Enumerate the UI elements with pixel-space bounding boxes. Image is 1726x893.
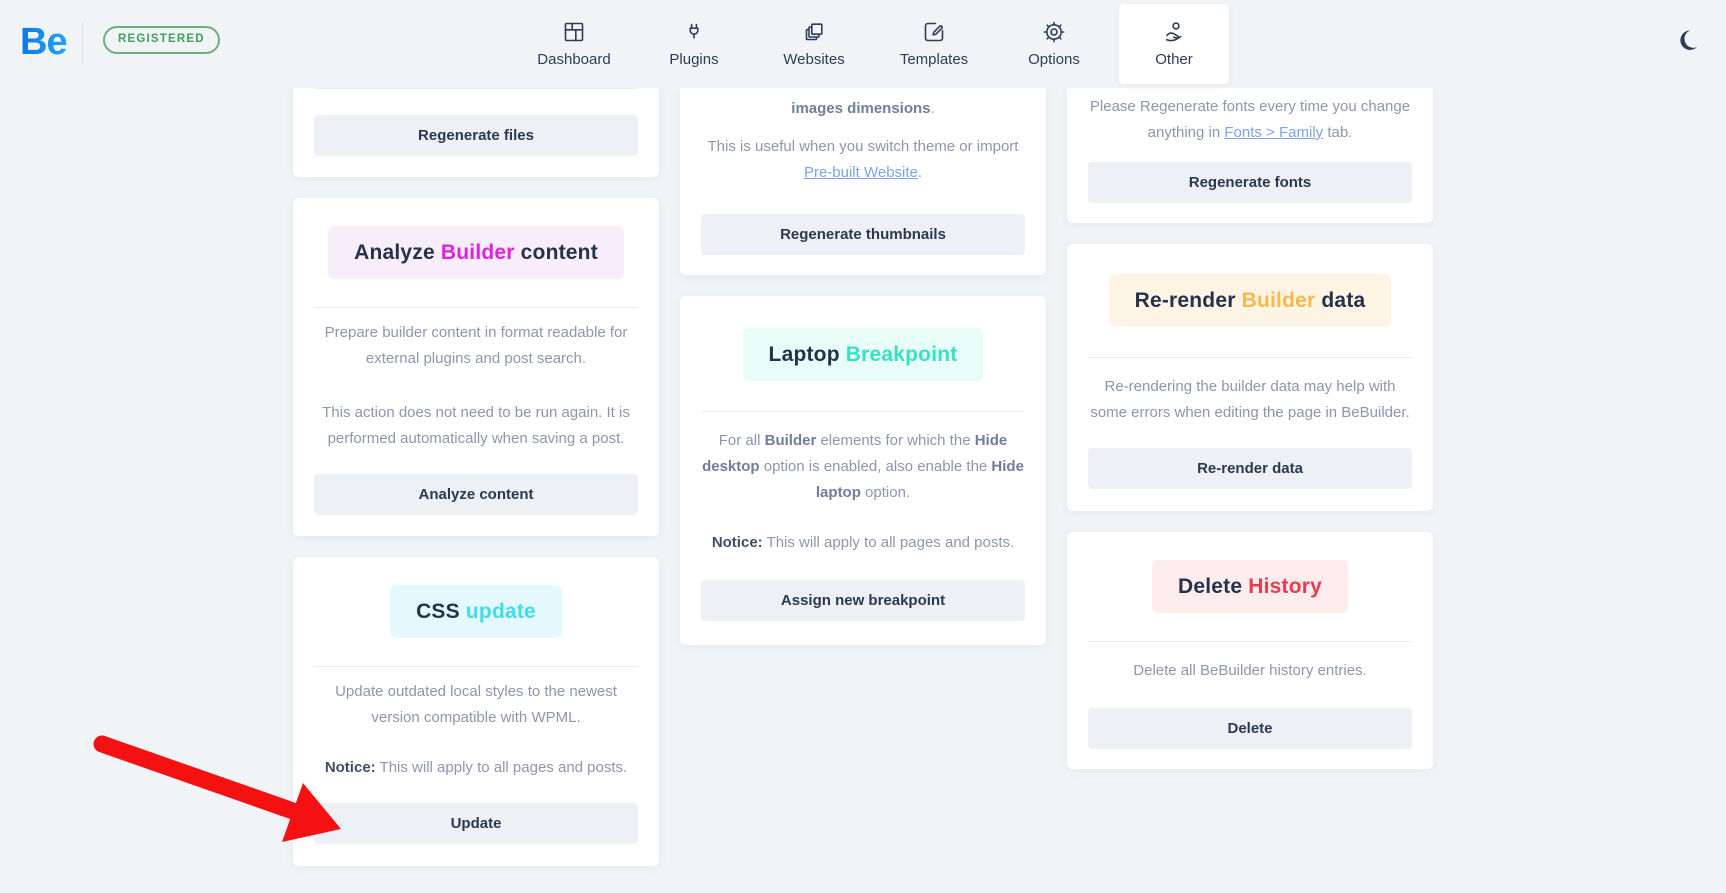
dashboard-icon [564,22,584,42]
column-2: images dimensions. This is useful when y… [680,88,1046,887]
analyze-content-button[interactable]: Analyze content [314,474,638,515]
be-logo[interactable]: Be [20,18,68,66]
rerender-data-button[interactable]: Re-render data [1088,448,1412,489]
fonts-family-link[interactable]: Fonts > Family [1224,124,1324,141]
title-accent: update [465,600,536,623]
regenerate-fonts-card: Please Regenerate fonts every time you c… [1067,88,1433,223]
title-text: CSS [416,600,466,623]
tab-label: Templates [899,51,969,68]
text: . [917,164,923,181]
title-text: Analyze [354,241,441,264]
plug-icon [689,23,699,39]
main-nav: Dashboard Plugins Websites Te [519,4,1229,84]
card-description: Please Regenerate fonts every time you c… [1088,94,1412,146]
assign-new-breakpoint-button[interactable]: Assign new breakpoint [701,580,1025,621]
header-divider [82,22,83,64]
edit-page-icon [924,22,944,42]
text: option is enabled, also enable the [759,458,992,475]
tab-label: Plugins [669,51,719,68]
notice-label: Notice: [711,534,763,551]
notice-text: This will apply to all pages and posts. [375,759,628,776]
card-divider [314,88,638,89]
cards-grid: Regenerate files Analyze Builder content… [293,88,1433,887]
bold-text: images dimensions [791,100,931,117]
card-divider [314,307,638,308]
card-notice: Notice: This will apply to all pages and… [701,530,1025,556]
tab-dashboard[interactable]: Dashboard [519,4,629,84]
card-notice: Notice: This will apply to all pages and… [314,755,638,781]
tab-other[interactable]: Other [1119,4,1229,84]
tab-plugins[interactable]: Plugins [639,4,749,84]
prebuilt-website-link[interactable]: Pre-built Website [803,164,918,181]
card-divider [1088,641,1412,642]
tab-label: Websites [783,51,845,68]
regenerate-files-button[interactable]: Regenerate files [314,115,638,156]
card-title-analyze-builder-content: Analyze Builder content [328,226,624,279]
hand-care-icon [1165,22,1182,42]
tab-label: Other [1155,51,1193,68]
analyze-builder-content-card: Analyze Builder content Prepare builder … [293,198,659,536]
title-text: data [1315,289,1366,312]
regenerate-thumbnails-button[interactable]: Regenerate thumbnails [701,214,1025,255]
text: tab. [1323,124,1353,141]
title-text: content [514,241,598,264]
tab-label: Dashboard [537,51,611,68]
card-title-laptop-breakpoint: Laptop Breakpoint [742,328,984,381]
card-description: images dimensions. [701,96,1025,122]
tab-options[interactable]: Options [999,4,1109,84]
text: elements for which the [816,432,975,449]
moon-icon[interactable] [1674,27,1700,53]
card-divider [701,411,1025,412]
notice-label: Notice: [324,759,376,776]
title-text: Re-render [1134,289,1242,312]
card-title-css-update: CSS update [390,585,562,638]
title-text: Delete [1177,575,1249,598]
title-accent: History [1248,575,1323,598]
title-text: Laptop [768,343,846,366]
regenerate-files-card: Regenerate files [293,88,659,177]
title-accent: Breakpoint [845,343,958,366]
stacked-pages-icon [805,23,823,41]
card-title-rerender-builder-data: Re-render Builder data [1108,274,1392,327]
card-description: Update outdated local styles to the newe… [335,683,617,726]
tab-templates[interactable]: Templates [879,4,989,84]
notice-text: This will apply to all pages and posts. [762,534,1015,551]
text: Please Regenerate fonts every time you c… [1089,98,1411,141]
card-description: This is useful when you switch theme or … [701,134,1025,186]
css-update-card: CSS update Update outdated local styles … [293,557,659,866]
column-1: Regenerate files Analyze Builder content… [293,88,659,887]
tab-websites[interactable]: Websites [759,4,869,84]
tab-label: Options [1028,51,1080,68]
delete-button[interactable]: Delete [1088,708,1412,749]
text: . [930,100,935,117]
text: option. [860,484,911,501]
css-update-button[interactable]: Update [314,803,638,844]
delete-history-card: Delete History Delete all BeBuilder hist… [1067,532,1433,769]
registered-badge: REGISTERED [103,26,220,54]
card-divider [1088,357,1412,358]
text: For all [718,432,765,449]
card-description: Prepare builder content in format readab… [324,324,628,367]
title-accent: Builder [1241,289,1316,312]
regenerate-fonts-button[interactable]: Regenerate fonts [1088,162,1412,203]
card-description: For all Builder elements for which the H… [701,428,1025,506]
rerender-builder-data-card: Re-render Builder data Re-rendering the … [1067,244,1433,511]
gear-icon [1043,21,1065,43]
card-divider [314,666,638,667]
card-description: Re-rendering the builder data may help w… [1090,378,1410,421]
laptop-breakpoint-card: Laptop Breakpoint For all Builder elemen… [680,296,1046,645]
bold-text: Hide laptop [815,458,1024,501]
regenerate-thumbnails-card: images dimensions. This is useful when y… [680,88,1046,275]
top-bar: Be REGISTERED Dashboard Plugins [0,0,1726,88]
bold-text: Builder [764,432,817,449]
bold-text: Hide desktop [702,432,1008,475]
card-title-delete-history: Delete History [1151,560,1349,613]
column-3: Please Regenerate fonts every time you c… [1067,88,1433,887]
card-description: Delete all BeBuilder history entries. [1133,662,1367,679]
card-description: This action does not need to be run agai… [322,404,630,447]
text: This is useful when you switch theme or … [707,138,1019,155]
title-accent: Builder [440,241,515,264]
